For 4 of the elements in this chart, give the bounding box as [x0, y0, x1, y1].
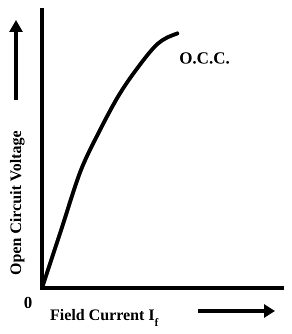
- annotation: O.C.C.: [179, 48, 230, 68]
- x-axis-title: Field Current I$_{f}$: [50, 307, 159, 329]
- y-axis-title: Open Circuit Voltage: [8, 130, 25, 275]
- text: 0: [24, 293, 32, 312]
